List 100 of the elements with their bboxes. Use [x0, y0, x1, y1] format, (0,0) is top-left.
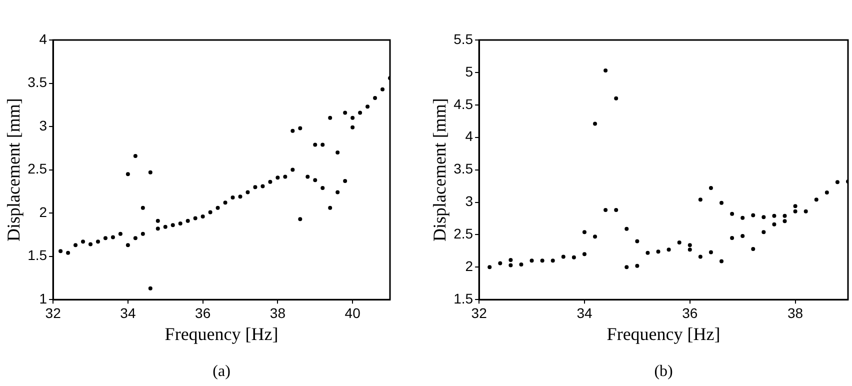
- point: [635, 264, 640, 268]
- point: [306, 174, 310, 179]
- x-tick-label: 40: [344, 304, 361, 321]
- point: [336, 150, 340, 154]
- point: [824, 190, 829, 195]
- y-axis-title: Displacement [mm]: [430, 98, 450, 242]
- point: [193, 216, 198, 220]
- point: [508, 263, 513, 268]
- point: [313, 178, 318, 182]
- text: (b): [654, 363, 673, 380]
- x-tick-label: 38: [788, 304, 804, 321]
- point: [358, 110, 362, 115]
- point: [835, 180, 840, 184]
- point: [698, 198, 702, 202]
- point: [66, 250, 70, 255]
- point: [110, 235, 115, 240]
- point: [793, 204, 798, 208]
- point: [604, 208, 608, 212]
- point: [200, 214, 205, 219]
- point: [336, 190, 340, 194]
- y-tick-label: 3.5: [28, 74, 48, 90]
- point: [178, 221, 182, 226]
- point: [604, 68, 608, 73]
- point: [230, 195, 235, 200]
- point: [814, 198, 818, 202]
- point: [276, 176, 280, 180]
- point: [698, 254, 702, 259]
- point: [666, 248, 671, 252]
- point: [283, 174, 288, 179]
- point: [730, 212, 734, 216]
- point: [350, 125, 355, 130]
- point: [561, 254, 566, 259]
- point: [373, 96, 378, 100]
- point: [126, 243, 130, 248]
- x-tick-label: 32: [45, 304, 62, 321]
- x-tick-label: 36: [682, 304, 698, 321]
- point: [772, 222, 776, 226]
- point: [624, 226, 629, 231]
- point: [740, 216, 745, 220]
- x-axis-title: Frequency [Hz]: [164, 324, 278, 344]
- point: [118, 232, 122, 236]
- point: [614, 96, 618, 100]
- point: [343, 110, 348, 115]
- point: [223, 200, 228, 205]
- point: [498, 261, 502, 266]
- y-tick-label: 4.5: [454, 96, 474, 112]
- point: [290, 168, 295, 172]
- point: [550, 258, 555, 263]
- point: [688, 243, 692, 248]
- y-tick-label: 2.5: [28, 160, 48, 177]
- point: [762, 230, 766, 234]
- y-tick-label: 1.5: [28, 247, 48, 264]
- point: [519, 262, 524, 267]
- point: [140, 232, 145, 236]
- point: [762, 215, 766, 220]
- point: [88, 242, 92, 246]
- point: [253, 185, 258, 190]
- point: [730, 236, 734, 240]
- y-tick-label: 4: [465, 128, 474, 144]
- point: [720, 200, 724, 205]
- point: [751, 213, 756, 218]
- point: [751, 246, 756, 251]
- point: [148, 170, 152, 174]
- y-tick-label: 3.5: [454, 160, 474, 177]
- point: [156, 226, 160, 231]
- point: [740, 234, 745, 238]
- point: [216, 206, 220, 210]
- point: [530, 258, 534, 263]
- point: [772, 214, 776, 218]
- point: [804, 209, 808, 214]
- point: [366, 104, 370, 109]
- y-tick-label: 1.5: [454, 290, 474, 306]
- point: [298, 126, 302, 130]
- point: [572, 255, 576, 260]
- point: [268, 180, 272, 184]
- point: [208, 210, 212, 214]
- x-tick-label: 36: [195, 304, 211, 321]
- point: [298, 217, 302, 222]
- y-axis-title: Displacement [mm]: [4, 98, 24, 242]
- y-tick-label: 2: [465, 258, 474, 274]
- x-tick-label: 32: [471, 304, 488, 321]
- point: [688, 248, 692, 252]
- point: [350, 116, 355, 120]
- point: [74, 243, 78, 248]
- point: [793, 209, 798, 214]
- point: [246, 190, 250, 194]
- y-tick-label: 3: [465, 193, 474, 210]
- point: [646, 250, 650, 255]
- point: [540, 258, 544, 263]
- point: [163, 224, 168, 229]
- y-tick-label: 5: [465, 63, 474, 80]
- point: [782, 214, 787, 218]
- point: [708, 250, 713, 254]
- point: [238, 194, 242, 199]
- point: [677, 240, 682, 244]
- point: [582, 252, 586, 256]
- x-tick-label: 34: [120, 304, 136, 321]
- y-tick-label: 4: [39, 30, 48, 47]
- point: [624, 265, 629, 270]
- y-tick-label: 3: [39, 117, 48, 134]
